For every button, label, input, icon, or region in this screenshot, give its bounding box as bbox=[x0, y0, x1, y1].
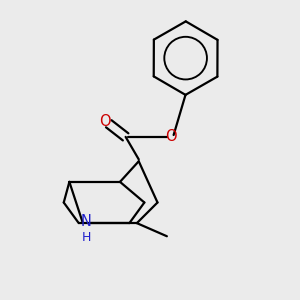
Text: N: N bbox=[81, 214, 92, 229]
Text: H: H bbox=[82, 231, 91, 244]
Text: O: O bbox=[165, 129, 176, 144]
Text: O: O bbox=[99, 114, 111, 129]
